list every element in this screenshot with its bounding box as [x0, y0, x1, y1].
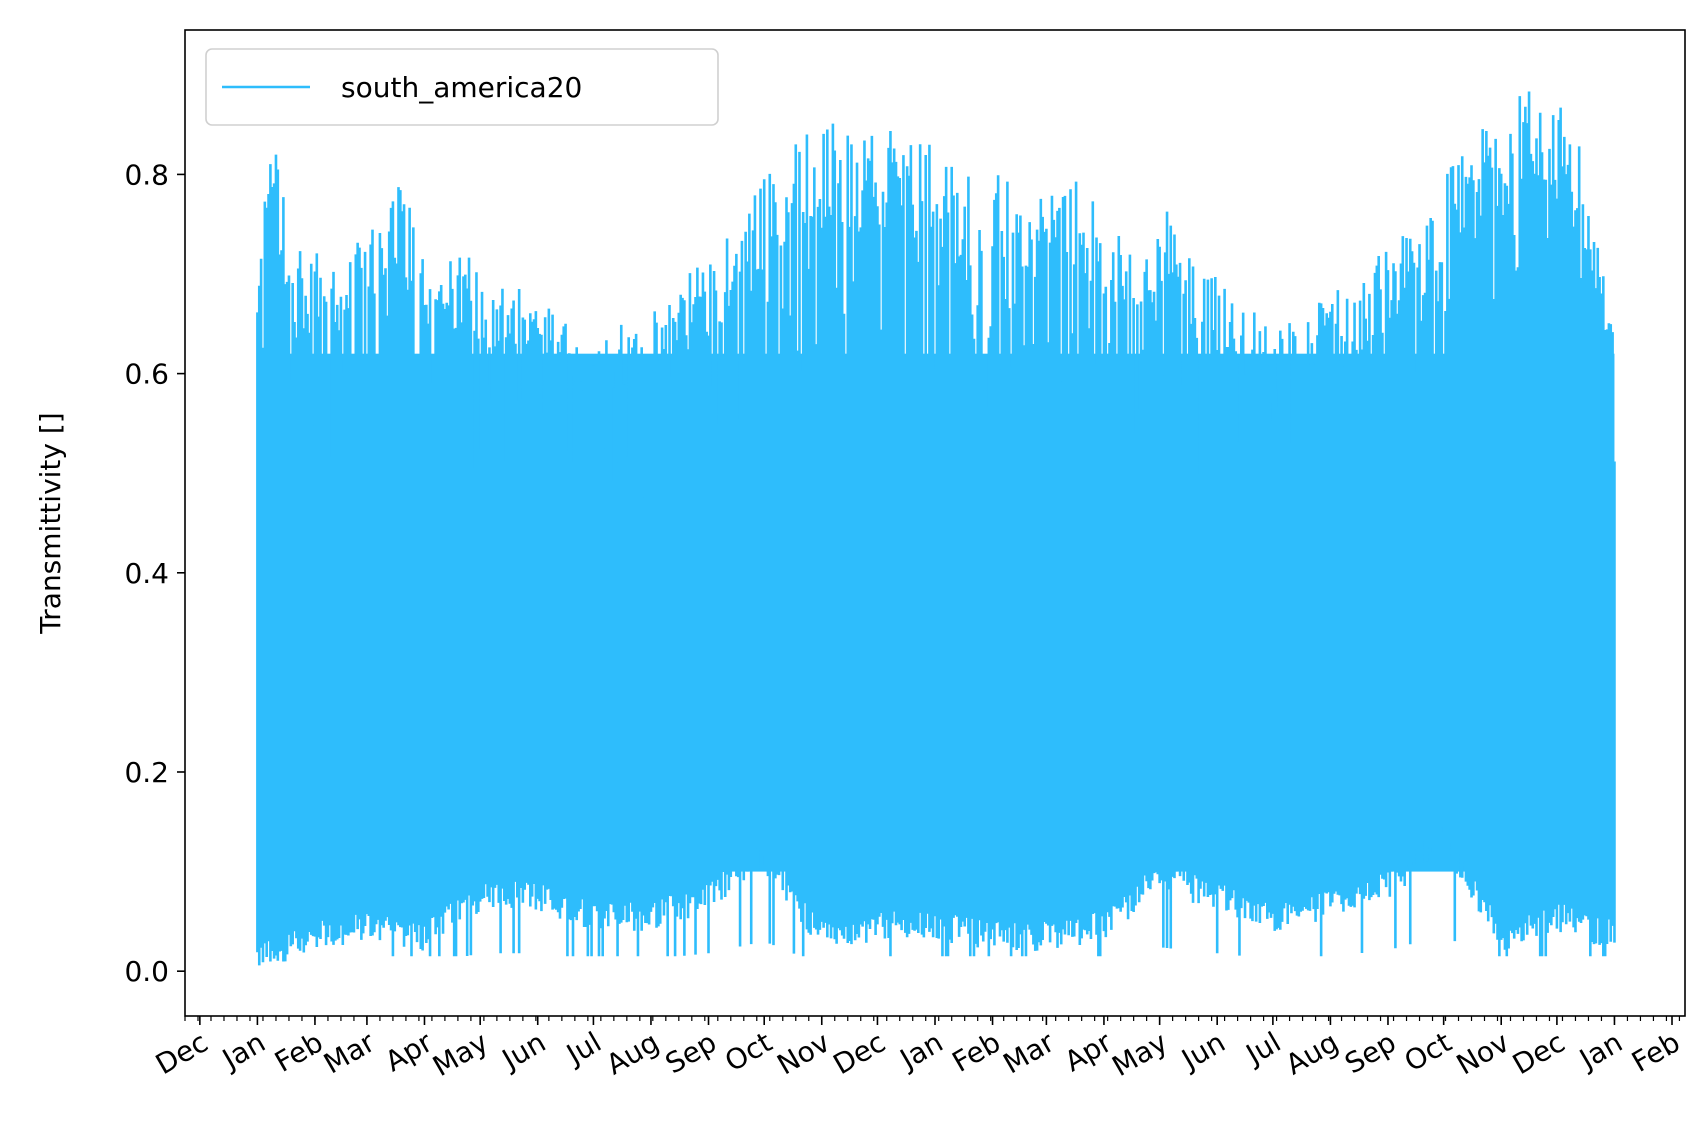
x-tick-label: Mar	[998, 1025, 1061, 1080]
y-axis-label: Transmittivity []	[34, 412, 67, 634]
x-tick-label: Apr	[380, 1025, 439, 1078]
x-tick-label: May	[1106, 1025, 1173, 1083]
x-tick-label: Apr	[1059, 1025, 1118, 1078]
y-tick-label: 0.8	[124, 158, 169, 191]
x-tick-label: Aug	[601, 1025, 665, 1081]
x-tick-label: Jun	[495, 1025, 551, 1076]
y-tick-label: 0.6	[124, 358, 169, 391]
axes-frame	[184, 29, 1686, 1017]
series-layer	[256, 91, 1616, 966]
x-tick-label: Sep	[660, 1025, 722, 1080]
y-tick-label: 0.2	[124, 756, 169, 789]
x-tick-label: Aug	[1280, 1025, 1344, 1081]
x-tick-label: Nov	[771, 1025, 835, 1081]
x-tick-label: Dec	[1507, 1025, 1570, 1081]
y-tick-label: 0.4	[124, 557, 169, 590]
x-tick-label: Jan	[893, 1025, 949, 1076]
x-tick-label: Dec	[150, 1025, 213, 1081]
x-tick-label: Nov	[1451, 1025, 1515, 1081]
y-axis: 0.0 0.2 0.4 0.6 0.8	[124, 158, 185, 988]
y-tick-label: 0.0	[124, 955, 169, 988]
series-line-south-america20	[256, 91, 1616, 966]
x-tick-label: Mar	[318, 1025, 381, 1080]
x-tick-label: Jul	[559, 1025, 607, 1071]
x-tick-label: Sep	[1339, 1025, 1401, 1080]
x-tick-label: Feb	[1626, 1025, 1685, 1078]
x-tick-label: May	[427, 1025, 494, 1083]
legend: south_america20	[205, 48, 719, 126]
legend-box	[205, 48, 719, 126]
x-tick-label: Oct	[719, 1025, 777, 1078]
x-tick-label: Oct	[1399, 1025, 1457, 1078]
x-tick-label: Jun	[1175, 1025, 1231, 1076]
x-tick-label: Dec	[828, 1025, 891, 1081]
x-tick-label: Jul	[1239, 1025, 1287, 1071]
x-tick-label: Jan	[215, 1025, 271, 1076]
plot-area	[256, 91, 1616, 966]
x-tick-label: Jan	[1572, 1025, 1628, 1076]
legend-label-south-america20: south_america20	[341, 71, 582, 104]
